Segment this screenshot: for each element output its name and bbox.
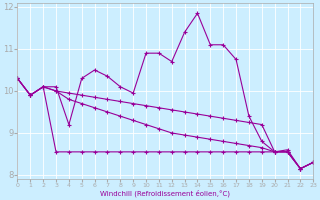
X-axis label: Windchill (Refroidissement éolien,°C): Windchill (Refroidissement éolien,°C) (100, 190, 230, 197)
